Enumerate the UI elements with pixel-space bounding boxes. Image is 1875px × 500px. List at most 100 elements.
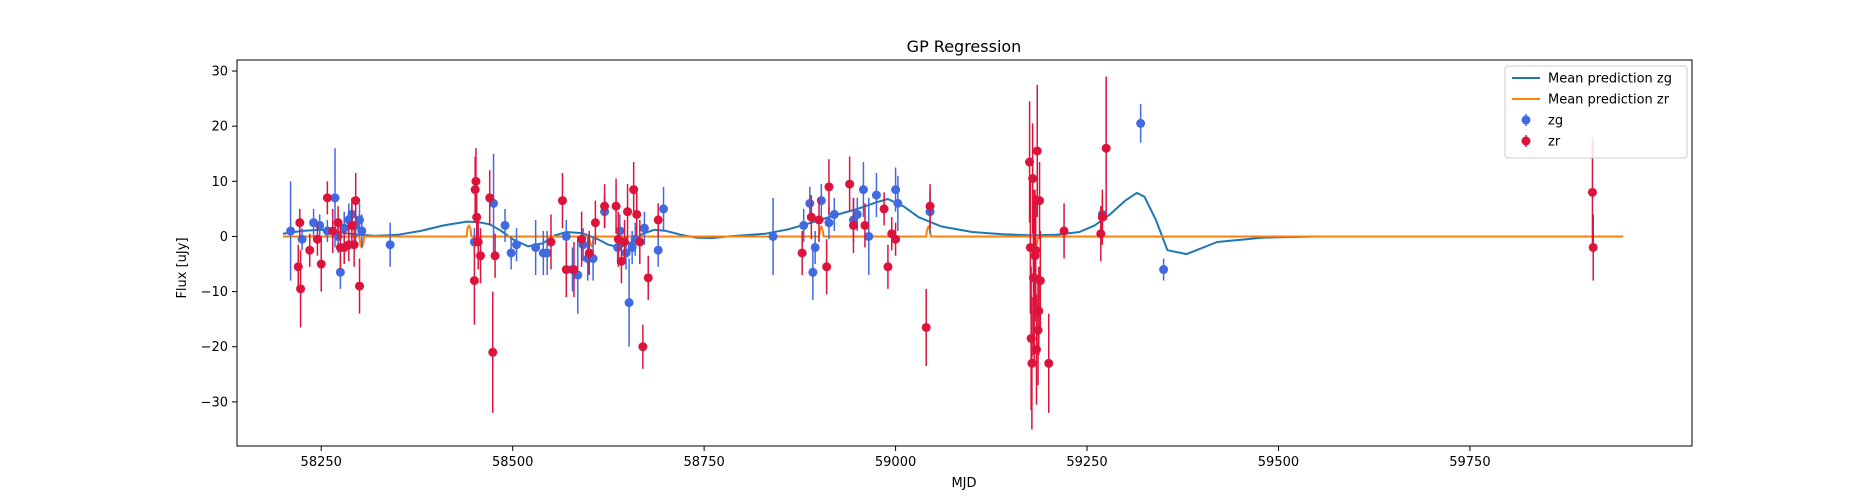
y-axis-ticks: −30 −20 −10 0 10 20 30: [201, 65, 237, 410]
zr-point: [316, 259, 326, 269]
zr-point: [1035, 196, 1045, 206]
zr-point: [797, 248, 807, 258]
x-axis-ticks: 58250 58500 58750 59000 59250 59500 59750: [301, 446, 1491, 470]
zr-point: [845, 179, 855, 189]
zr-point: [295, 218, 305, 228]
zg-point: [871, 190, 881, 200]
zg-point: [1136, 118, 1146, 128]
zr-point: [848, 220, 858, 230]
zr-point: [322, 193, 332, 203]
zr-point: [472, 212, 482, 222]
zg-point: [500, 220, 510, 230]
zr-point: [312, 234, 322, 244]
zr-point: [490, 251, 500, 261]
zr-point: [333, 218, 343, 228]
zg-point: [805, 198, 815, 208]
zg-point: [824, 218, 834, 228]
zr-point: [635, 237, 645, 247]
zr-point: [1025, 157, 1035, 167]
x-tick-label: 58500: [492, 455, 533, 470]
zr-point: [925, 201, 935, 211]
zg-point: [891, 185, 901, 195]
zr-point: [891, 234, 901, 244]
zr-point: [546, 237, 556, 247]
plot-frame: [236, 59, 1693, 447]
zr-point: [584, 248, 594, 258]
legend-label-zg: zg: [1548, 114, 1563, 129]
y-tick-label: −10: [201, 285, 228, 300]
zr-point: [328, 226, 338, 236]
zg-point: [829, 209, 839, 219]
zr-point: [611, 201, 621, 211]
zg-point: [659, 204, 669, 214]
zg-point: [335, 267, 345, 277]
zr-point: [879, 204, 889, 214]
chart-title: GP Regression: [907, 37, 1022, 56]
zg-point: [852, 209, 862, 219]
zr-point: [476, 251, 486, 261]
zr-point: [616, 256, 626, 266]
zg-point: [561, 231, 571, 241]
x-tick-label: 58250: [301, 455, 342, 470]
zr-point: [632, 209, 642, 219]
y-tick-label: 0: [220, 230, 228, 245]
y-tick-label: 20: [211, 120, 228, 135]
zr-point: [638, 342, 648, 352]
zr-point: [883, 262, 893, 272]
zr-point: [296, 284, 306, 294]
zr-point: [569, 265, 579, 275]
zg-point: [627, 242, 637, 252]
y-axis-label: Flux [uJy]: [175, 237, 190, 298]
zr-point: [1588, 242, 1598, 252]
zg-point: [653, 245, 663, 255]
zg-point: [893, 198, 903, 208]
zr-point: [1096, 229, 1106, 239]
zr-point: [1587, 187, 1597, 197]
zr-point: [643, 273, 653, 283]
zr-point: [629, 185, 639, 195]
zg-point: [799, 220, 809, 230]
zg-point: [286, 226, 296, 236]
zr-point: [822, 262, 832, 272]
zg-point: [297, 234, 307, 244]
zr-point: [590, 218, 600, 228]
zr-point: [1033, 325, 1043, 335]
x-tick-label: 58750: [683, 455, 724, 470]
zr-point: [921, 322, 931, 332]
x-axis-label: MJD: [951, 476, 976, 491]
x-tick-label: 59500: [1258, 455, 1299, 470]
zg-point: [315, 220, 325, 230]
legend-label-mean-prediction-zr: Mean prediction zr: [1548, 93, 1670, 108]
zr-point: [561, 265, 571, 275]
zg-point: [1159, 265, 1169, 275]
zr-point: [619, 237, 629, 247]
zr-point: [1059, 226, 1069, 236]
y-tick-label: 30: [211, 65, 228, 80]
zg-point: [810, 242, 820, 252]
x-tick-label: 59000: [875, 455, 916, 470]
zr-point: [860, 220, 870, 230]
zg-point: [330, 193, 340, 203]
zr-point: [824, 182, 834, 192]
zg-point: [639, 223, 649, 233]
legend-label-zr: zr: [1548, 135, 1561, 150]
x-tick-label: 59750: [1449, 455, 1490, 470]
zr-point: [470, 185, 480, 195]
zr-point: [485, 193, 495, 203]
zg-point: [531, 242, 541, 252]
zg-point: [542, 248, 552, 258]
zr-point: [1101, 143, 1111, 153]
zr-point: [349, 240, 359, 250]
x-tick-label: 59250: [1066, 455, 1107, 470]
zg-point: [816, 196, 826, 206]
legend-swatch-zr: [1521, 136, 1531, 146]
zg-point: [624, 298, 634, 308]
zg-point: [506, 248, 516, 258]
zr-point: [488, 347, 498, 357]
zr-point: [557, 196, 567, 206]
zg-point: [768, 231, 778, 241]
zr-point: [469, 276, 479, 286]
zr-point: [814, 215, 824, 225]
zr-point: [1044, 358, 1054, 368]
